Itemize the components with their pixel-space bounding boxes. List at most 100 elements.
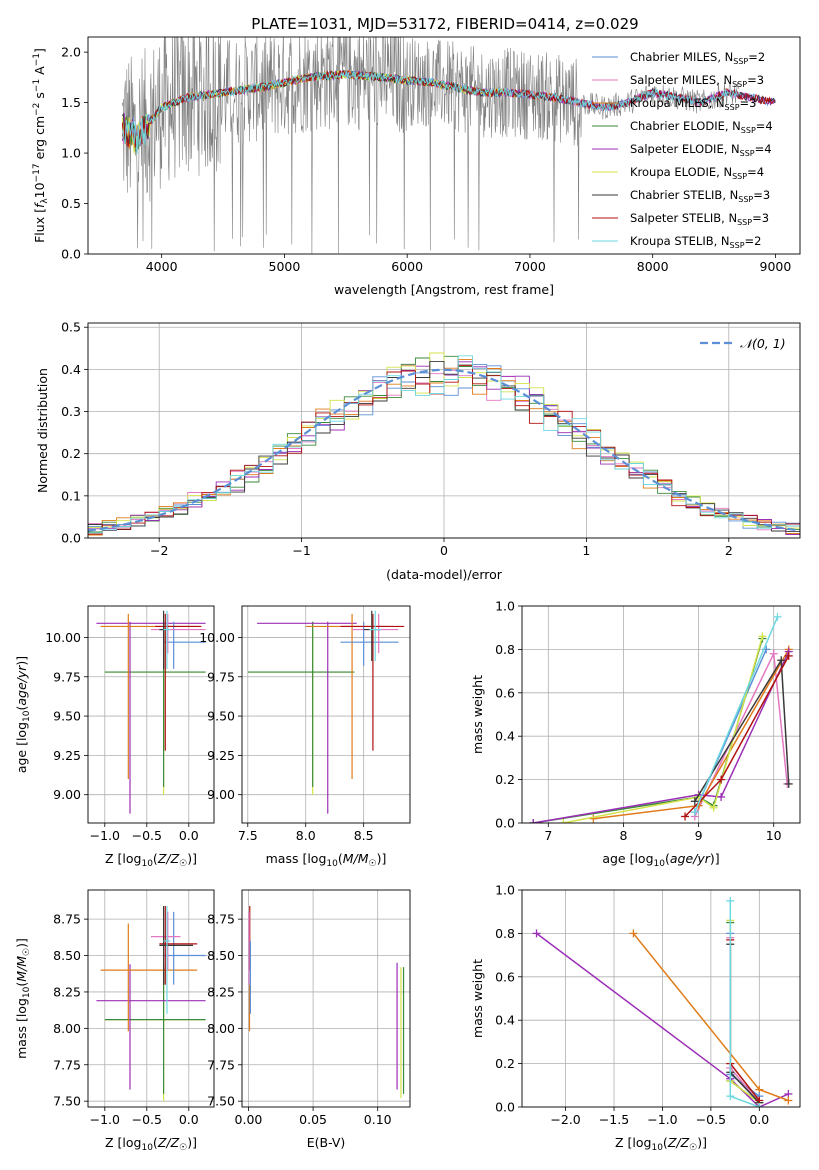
- figure-title: PLATE=1031, MJD=53172, FIBERID=0414, z=0…: [251, 15, 638, 33]
- x-tick-label: 0.00: [235, 1112, 263, 1127]
- legend: Chabrier MILES, NSSP=2 Salpeter MILES, NS…: [592, 50, 773, 250]
- y-tick-label: 0.2: [61, 446, 81, 461]
- axes-frame: [521, 605, 801, 824]
- y-tick-label: 0.5: [61, 196, 81, 211]
- axes-frame: [87, 889, 215, 1108]
- x-tick-label: 0.0: [749, 1112, 769, 1127]
- x-tick-label: 1: [582, 543, 590, 558]
- x-tick-label: 8.0: [296, 828, 316, 843]
- residual-histogram: [88, 360, 800, 533]
- x-tick-label: 0.05: [299, 1112, 327, 1127]
- error-point: [257, 621, 357, 814]
- x-tick-label: 0.10: [364, 1112, 392, 1127]
- x-tick-label: −2: [150, 543, 168, 558]
- x-tick-label: −1.0: [647, 1112, 677, 1127]
- axis-layer: −1.0 −0.5 0.0 9.00 9.25 9.50 9.75 10.00 Z [log10…: [14, 605, 215, 869]
- data-point: [755, 1103, 764, 1107]
- y-axis-label: Flux [fλ10−17 erg cm−2 s−1 A−1]: [32, 48, 50, 243]
- axes-spectrum: 4000 5000 6000 7000 8000 9000 0.0 0.5 1.0 1.5 2.0 w…: [32, 36, 801, 297]
- y-tick-label: 0.6: [495, 969, 515, 984]
- y-tick-label: 0.5: [61, 320, 81, 335]
- axis-layer: 0.00 0.05 0.10 7.50 7.75 8.00 8.25 8.50 8.75 E(B-…: [207, 889, 411, 1150]
- plot-layer: [96, 610, 206, 814]
- error-point: [247, 621, 355, 787]
- y-tick-label: 0.8: [495, 642, 515, 657]
- data-point: [758, 632, 767, 641]
- legend-entry: Salpeter ELODIE, NSSP=4: [630, 142, 772, 158]
- x-tick-label: −1.0: [90, 1112, 120, 1127]
- plot-layer: [121, 37, 776, 254]
- legend-entry: Kroupa STELIB, NSSP=2: [630, 234, 761, 250]
- series-line: [559, 632, 767, 823]
- model-spectrum-kroupa-stelib: [121, 70, 739, 155]
- error-point: [159, 906, 193, 985]
- y-tick-label: 8.25: [207, 984, 235, 999]
- y-tick-label: 9.00: [207, 787, 235, 802]
- legend-entry: Chabrier MILES, NSSP=2: [630, 50, 765, 66]
- series-path: [533, 651, 790, 823]
- y-tick-label: 0.3: [61, 404, 81, 419]
- series-path: [563, 636, 764, 823]
- x-tick-label: −1: [292, 543, 310, 558]
- x-axis-label: E(B-V): [307, 1135, 346, 1150]
- y-tick-label: 0.0: [495, 816, 515, 831]
- x-tick-label: −0.5: [132, 828, 162, 843]
- x-tick-label: 9000: [760, 259, 792, 274]
- x-tick-label: 8: [619, 828, 627, 843]
- y-tick-label: 0.4: [495, 1013, 515, 1028]
- data-point: [529, 819, 538, 823]
- axis-layer: 7 8 9 10 0.0 0.2 0.4 0.6 0.8 1.0 age [log10(age/yr…: [470, 599, 801, 869]
- data-point: [709, 803, 718, 812]
- plot-layer: [88, 352, 800, 536]
- y-tick-label: 8.50: [53, 948, 81, 963]
- x-axis-label: Z [log10(Z/Z☉)]: [105, 851, 197, 869]
- y-tick-label: 9.25: [207, 748, 235, 763]
- y-tick-label: 8.25: [53, 984, 81, 999]
- y-tick-label: 8.75: [53, 912, 81, 927]
- x-tick-label: −0.5: [132, 1112, 162, 1127]
- legend-entry: Chabrier ELODIE, NSSP=4: [630, 119, 773, 135]
- axis-layer: −1.0 −0.5 0.0 7.50 7.75 8.00 8.25 8.50 8.75 Z [lo…: [14, 889, 215, 1153]
- y-tick-label: 0.6: [495, 685, 515, 700]
- axes-age_vs_mass: 7.5 8.0 8.5 9.00 9.25 9.50 9.75 10.00 mass [log1…: [199, 605, 411, 869]
- data-point: [784, 779, 793, 788]
- y-axis-label: mass weight: [470, 959, 485, 1038]
- plot-layer: [532, 896, 793, 1107]
- axis-layer: −2.0 −1.5 −1.0 −0.5 0.0 0.0 0.2 0.4 0.6 0.8 1.0 Z […: [470, 883, 801, 1153]
- y-tick-label: 7.50: [207, 1094, 235, 1109]
- y-tick-label: 0.2: [495, 772, 515, 787]
- error-point: [369, 610, 382, 662]
- error-point: [104, 967, 206, 1094]
- axis-layer: 4000 5000 6000 7000 8000 9000 0.0 0.5 1.0 1.5 2.0 w…: [32, 36, 801, 297]
- axes-frame: [241, 889, 411, 1108]
- axes-frame: [521, 889, 801, 1108]
- plot-background: [88, 606, 214, 823]
- y-tick-label: 1.0: [495, 599, 515, 614]
- axes-frame: [87, 605, 215, 824]
- y-tick-label: 8.75: [207, 912, 235, 927]
- y-tick-label: 10.00: [45, 630, 81, 645]
- axes-mass_vs_ebv: 0.00 0.05 0.10 7.50 7.75 8.00 8.25 8.50 8.75 E(B-…: [207, 889, 411, 1150]
- data-point: [717, 792, 726, 801]
- x-tick-label: 8.5: [354, 828, 374, 843]
- legend-entry: Chabrier STELIB, NSSP=3: [630, 188, 770, 204]
- grid-lines: [88, 606, 214, 823]
- data-point: [690, 797, 699, 806]
- x-tick-label: 10: [766, 828, 782, 843]
- plot-background: [88, 890, 214, 1107]
- gaussian-curve: [88, 368, 800, 532]
- legend-entry: 𝒩(0, 1): [740, 336, 786, 351]
- plot-background: [242, 606, 410, 823]
- error-point: [163, 906, 171, 1014]
- y-tick-label: 0.4: [495, 729, 515, 744]
- y-tick-label: 8.50: [207, 948, 235, 963]
- data-spectrum-line: [122, 37, 739, 254]
- x-tick-label: −1.0: [90, 828, 120, 843]
- y-tick-label: 0.0: [495, 1100, 515, 1115]
- data-point: [769, 649, 778, 658]
- x-tick-label: −0.5: [696, 1112, 726, 1127]
- plot-background: [522, 606, 800, 823]
- error-point: [96, 964, 206, 1090]
- data-point: [532, 929, 541, 938]
